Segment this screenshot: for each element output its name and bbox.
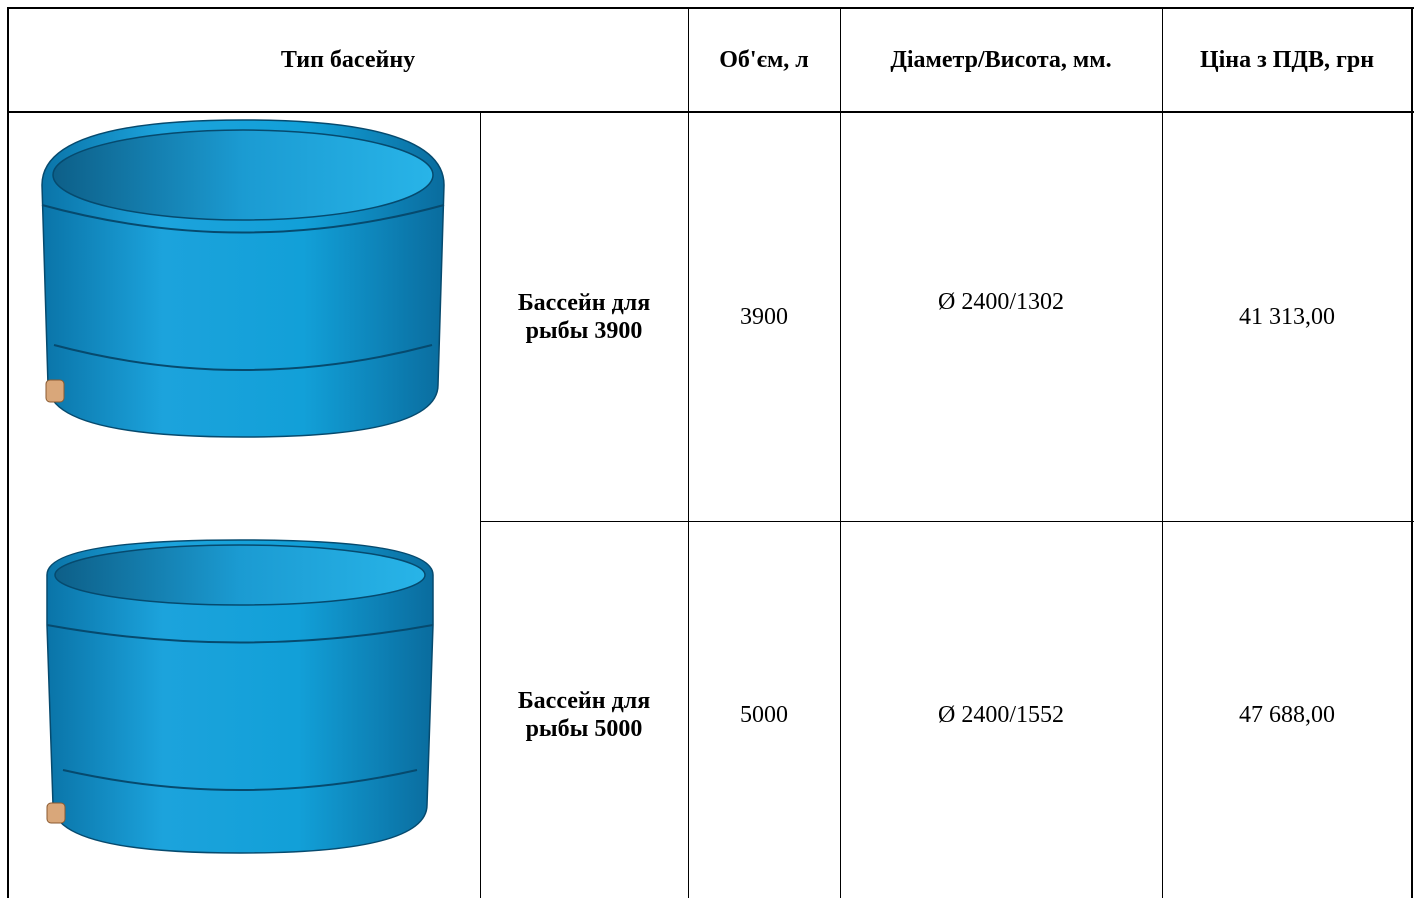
dimensions: Ø 2400/1302 [938,289,1064,315]
border [840,7,841,898]
border [1162,7,1163,898]
border [1411,7,1413,898]
border [8,111,1414,113]
pool-image [41,119,445,438]
price: 41 313,00 [1239,304,1335,330]
volume: 3900 [740,304,788,330]
border [688,7,689,898]
header-cell: Тип басейну [280,47,416,73]
product-name: Бассейн для рыбы 3900 [517,290,651,344]
product-name: Бассейн для рыбы 5000 [517,688,651,742]
border [7,7,9,898]
header-cell: Об'єм, л [719,47,809,73]
header-cell: Діаметр/Висота, мм. [890,47,1112,73]
border [480,112,481,898]
border [8,7,1414,9]
dimensions: Ø 2400/1552 [938,702,1064,728]
border [480,521,1414,522]
price: 47 688,00 [1239,702,1335,728]
volume: 5000 [740,702,788,728]
pool-image [46,539,434,854]
header-cell: Ціна з ПДВ, грн [1199,47,1375,73]
